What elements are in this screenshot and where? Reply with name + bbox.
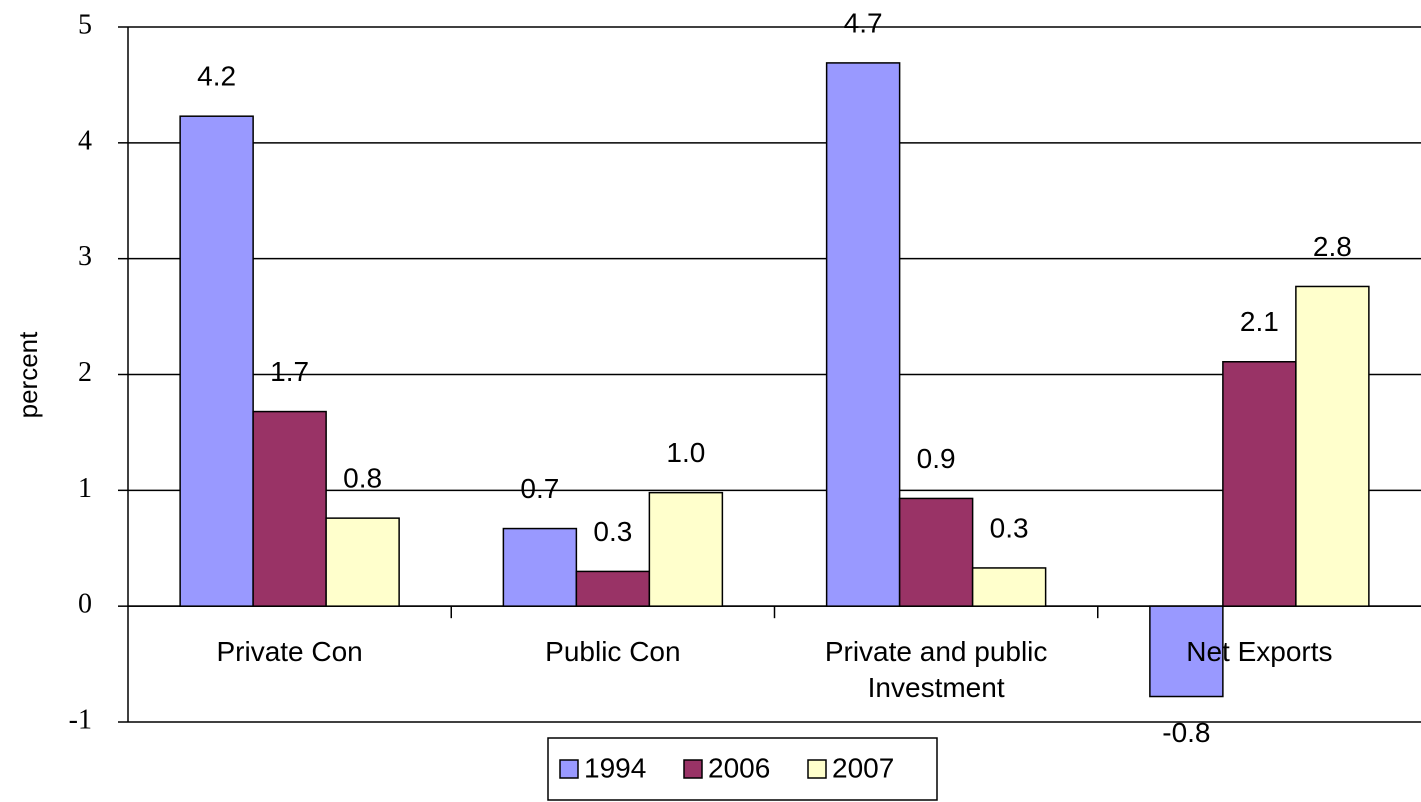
y-tick-label: 4 [78, 125, 92, 156]
legend-label: 1994 [584, 752, 646, 783]
legend-label: 2007 [832, 752, 894, 783]
x-tick-label: Net Exports [1186, 636, 1333, 668]
y-tick-label: 2 [78, 357, 92, 388]
y-tick-label: 1 [78, 473, 92, 504]
data-label: 0.8 [343, 463, 382, 494]
data-label: 4.2 [197, 61, 236, 92]
data-label: -0.8 [1162, 717, 1210, 748]
data-label: 1.0 [666, 437, 705, 468]
x-tick-label: Public Con [545, 636, 681, 668]
legend-swatch [807, 759, 827, 779]
bar [825, 62, 901, 607]
legend-swatch [559, 759, 579, 779]
legend-label: 2006 [708, 752, 770, 783]
legend-swatch [683, 759, 703, 779]
y-axis-title: percent [13, 331, 43, 418]
y-tick-label: 5 [78, 9, 92, 40]
data-label: 2.1 [1240, 306, 1279, 337]
y-tick-label: 0 [78, 589, 92, 620]
data-label: 2.8 [1313, 231, 1352, 262]
bar [252, 410, 327, 607]
bar [325, 517, 400, 607]
bar [179, 115, 254, 607]
bar [898, 497, 974, 607]
bar [575, 570, 651, 607]
bar [1149, 605, 1224, 698]
bar [648, 491, 724, 607]
legend-box [547, 737, 938, 801]
data-label: 0.7 [520, 473, 559, 504]
data-label: 1.7 [270, 356, 309, 387]
data-label: 0.3 [593, 516, 632, 547]
x-tick-label: Private and public Investment [824, 636, 1048, 704]
bar [971, 567, 1047, 607]
bar [502, 527, 578, 607]
y-tick-label: 3 [78, 241, 92, 272]
bar [1295, 285, 1370, 607]
data-label: 4.7 [844, 7, 883, 38]
y-tick-label: -1 [69, 704, 92, 735]
data-label: 0.3 [990, 512, 1029, 543]
x-tick-label: Private Con [216, 636, 363, 668]
bar [1222, 361, 1297, 607]
data-label: 0.9 [917, 443, 956, 474]
